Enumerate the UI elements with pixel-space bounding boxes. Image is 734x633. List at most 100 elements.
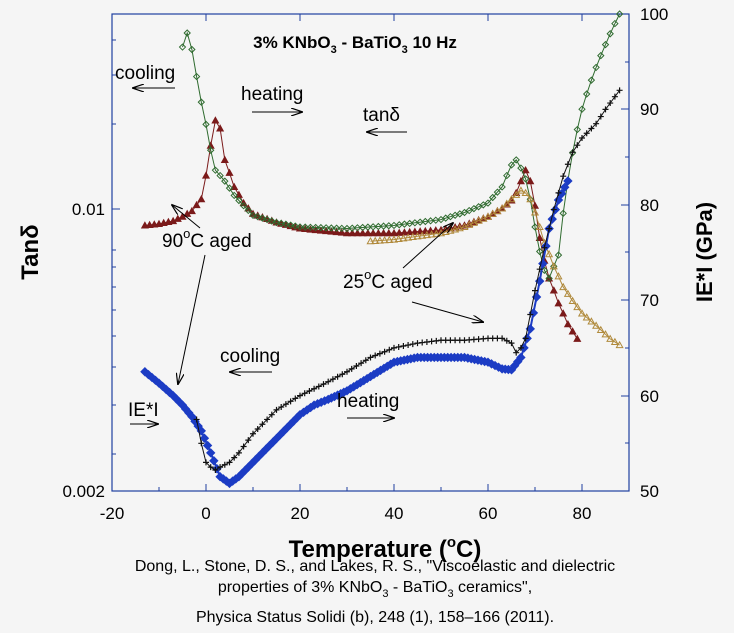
data-point — [615, 10, 624, 18]
data-point — [203, 459, 209, 466]
data-point — [395, 343, 402, 350]
data-point — [389, 235, 399, 243]
data-point — [546, 225, 553, 232]
data-point — [201, 171, 211, 179]
data-point — [606, 334, 615, 342]
data-point — [560, 173, 567, 180]
data-point — [301, 390, 308, 397]
data-point — [559, 309, 568, 317]
data-point — [479, 201, 488, 209]
data-point — [206, 146, 215, 154]
data-point — [301, 223, 309, 231]
y-left-tick-label: 0.01 — [72, 200, 105, 219]
data-point — [541, 244, 548, 251]
x-tick-label: -20 — [100, 504, 125, 523]
data-point — [437, 215, 445, 224]
data-point — [395, 221, 403, 229]
x-tick-label: 80 — [573, 504, 592, 523]
data-point — [202, 120, 210, 129]
data-point — [329, 376, 336, 383]
y-right-tick-labels: 100 90 80 70 60 50 — [640, 5, 668, 501]
data-point — [202, 440, 213, 451]
data-point — [315, 383, 322, 390]
data-point — [198, 440, 205, 447]
data-point — [217, 464, 224, 471]
data-point — [596, 325, 605, 333]
data-point — [488, 193, 497, 202]
data-point — [559, 282, 568, 291]
data-point — [353, 224, 362, 232]
x-tick-label: 60 — [479, 504, 498, 523]
data-point — [337, 228, 346, 236]
data-point — [348, 365, 355, 372]
data-point — [405, 227, 414, 236]
data-point — [221, 177, 229, 185]
data-point — [493, 188, 502, 196]
data-point — [411, 219, 419, 227]
data-point — [513, 349, 520, 356]
data-point — [545, 274, 553, 283]
series-line — [182, 13, 621, 280]
data-point — [311, 385, 318, 392]
citation-line-2: properties of 3% KNbO3 - BaTiO3 ceramics… — [218, 579, 532, 600]
y-right-tick-label: 70 — [640, 291, 659, 310]
data-point — [521, 188, 530, 197]
annotation-cooling-bottom: cooling — [220, 346, 280, 367]
data-point — [526, 176, 535, 185]
arrow-25c-aged-modulus — [411, 301, 483, 322]
data-point — [399, 234, 408, 242]
data-point — [516, 352, 526, 363]
data-point — [216, 171, 224, 180]
data-point — [559, 209, 567, 218]
data-point — [381, 348, 388, 355]
data-point — [400, 228, 409, 236]
data-point — [535, 247, 544, 256]
y-left-axis-title: Tanδ — [17, 224, 44, 279]
data-point — [344, 368, 350, 375]
data-point — [498, 183, 506, 191]
data-point — [317, 223, 325, 232]
data-point — [588, 125, 595, 132]
data-point — [602, 106, 609, 113]
data-point — [327, 224, 336, 232]
data-point — [216, 124, 225, 132]
data-point — [211, 166, 220, 174]
series-3 — [140, 176, 573, 489]
data-point — [311, 225, 320, 234]
data-point — [239, 201, 248, 210]
data-point — [395, 228, 404, 236]
citation: Dong, L., Stone, D. S., and Lakes, R. S.… — [135, 558, 615, 626]
data-point — [522, 335, 529, 342]
data-point — [521, 175, 530, 183]
data-point — [338, 224, 346, 233]
data-point — [517, 344, 524, 351]
data-point — [358, 228, 367, 237]
data-point — [563, 289, 572, 297]
data-point — [527, 311, 534, 318]
data-point — [380, 236, 389, 244]
data-point — [421, 217, 430, 226]
x-tick-label: 0 — [201, 504, 210, 523]
data-point — [209, 456, 219, 466]
y-left-tick-label: 0.002 — [62, 482, 105, 501]
y-right-tick-label: 50 — [640, 482, 659, 501]
data-point — [278, 404, 285, 411]
data-point — [587, 317, 596, 325]
data-point — [587, 76, 596, 84]
data-point — [568, 327, 577, 335]
data-point — [325, 378, 332, 385]
data-point — [369, 223, 377, 231]
y-right-ticks — [621, 13, 629, 492]
data-point — [521, 165, 530, 174]
data-point — [374, 228, 383, 237]
data-point — [455, 223, 464, 232]
data-point — [385, 222, 393, 230]
data-point — [342, 228, 352, 237]
data-point — [554, 299, 563, 307]
data-point — [554, 272, 563, 280]
data-point — [332, 224, 341, 232]
series-2 — [366, 186, 624, 349]
data-point — [582, 313, 591, 321]
data-point — [611, 19, 619, 28]
data-point — [560, 182, 570, 193]
